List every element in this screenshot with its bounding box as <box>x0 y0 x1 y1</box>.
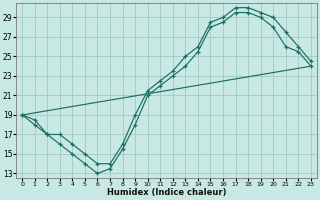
X-axis label: Humidex (Indice chaleur): Humidex (Indice chaleur) <box>107 188 226 197</box>
